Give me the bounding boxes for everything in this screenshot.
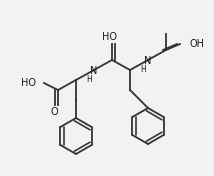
Text: OH: OH (190, 39, 205, 49)
Text: HO: HO (21, 78, 36, 88)
Text: O: O (50, 107, 58, 117)
Text: H: H (86, 74, 92, 83)
Text: N: N (144, 56, 152, 66)
Text: HO: HO (103, 32, 117, 42)
Text: N: N (90, 66, 98, 76)
Text: H: H (140, 64, 146, 74)
